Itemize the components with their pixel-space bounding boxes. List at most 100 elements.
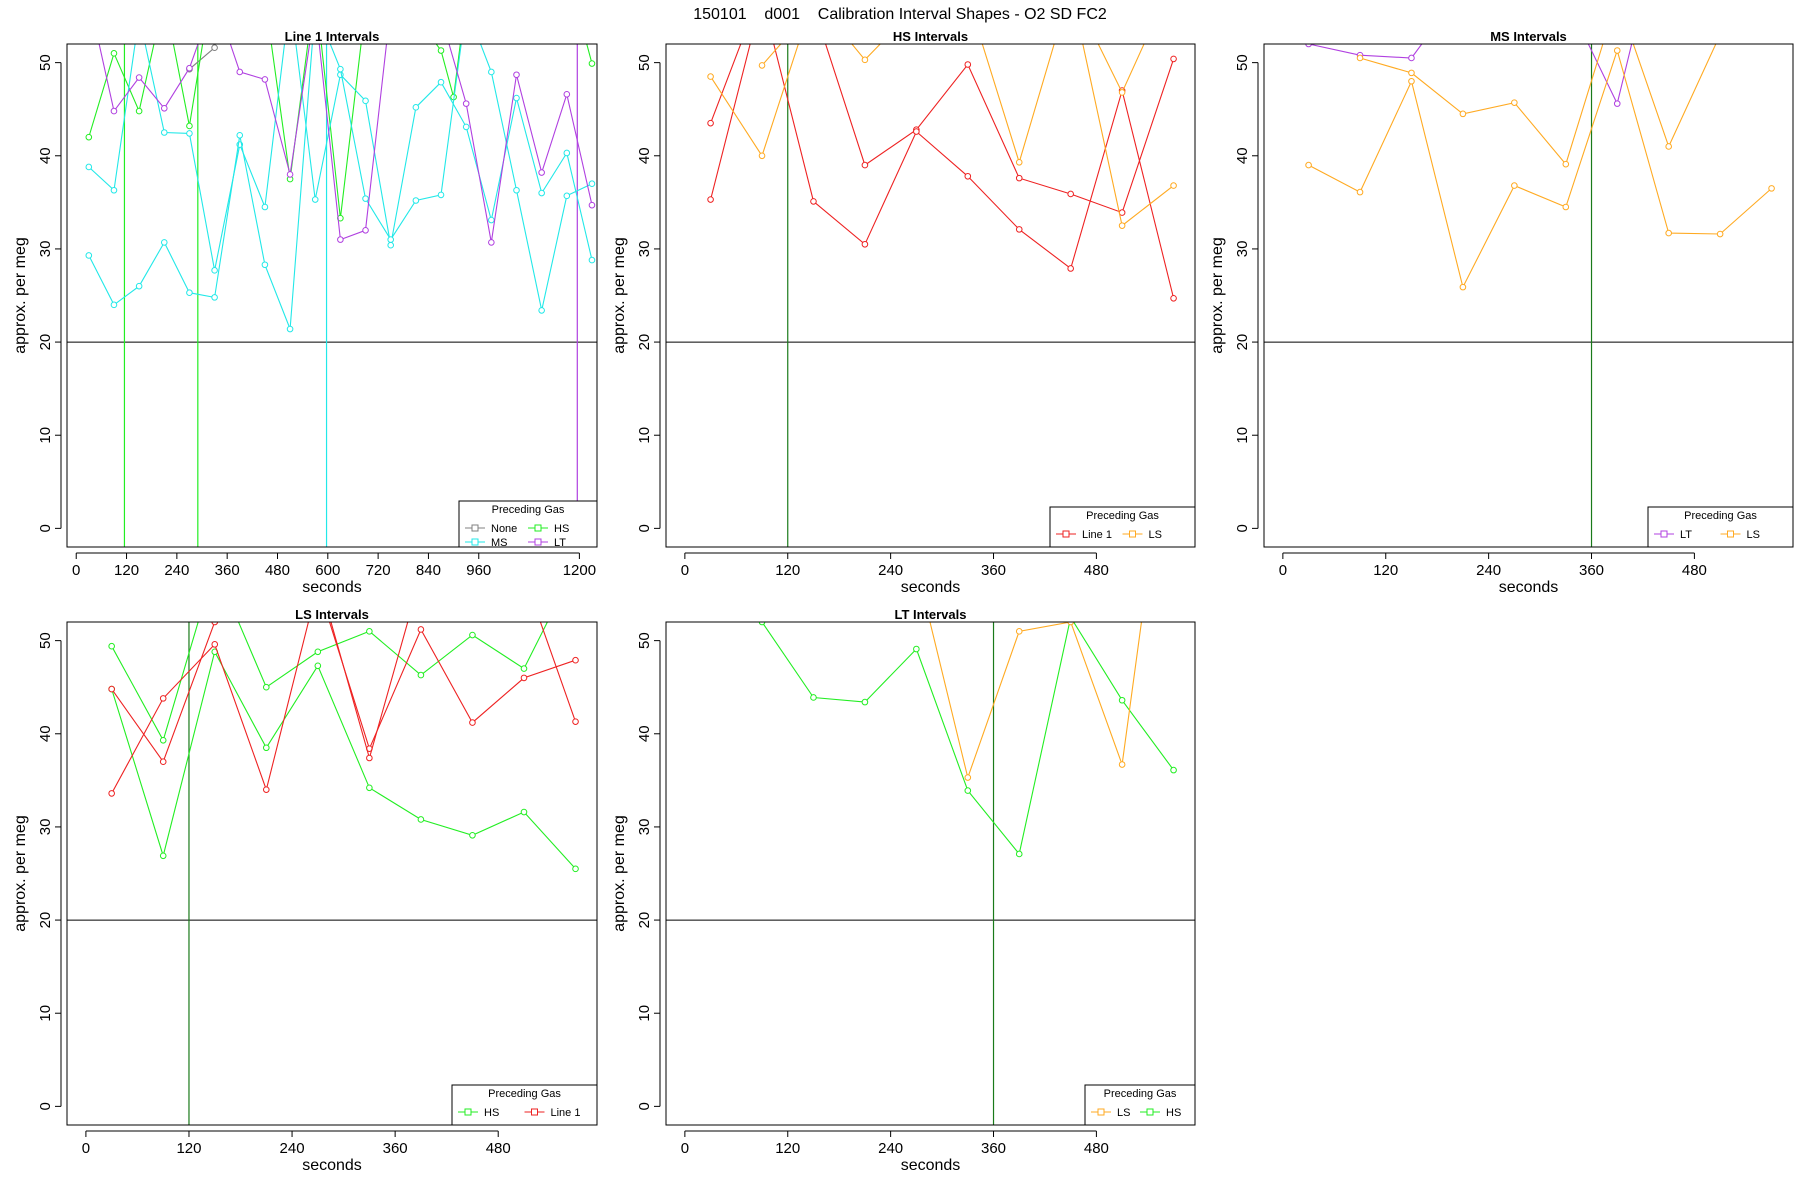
data-point xyxy=(438,13,444,19)
series-line xyxy=(710,44,1175,299)
series-line xyxy=(761,44,1145,94)
data-point xyxy=(110,107,118,115)
legend-label: LT xyxy=(1680,529,1692,541)
data-point xyxy=(286,171,294,178)
series-line xyxy=(710,44,1175,214)
y-tick-label: 10 xyxy=(636,1005,653,1022)
x-tick-label: 600 xyxy=(315,562,340,579)
x-tick-label: 0 xyxy=(681,1140,689,1157)
y-tick-label: 0 xyxy=(636,524,653,532)
plot-frame xyxy=(66,43,598,548)
data-point xyxy=(1118,761,1126,768)
legend-swatch-marker xyxy=(531,1108,538,1116)
data-point xyxy=(914,563,920,569)
data-point xyxy=(362,226,369,234)
legend-box xyxy=(1049,506,1196,548)
panel-title: LS Intervals xyxy=(295,607,369,622)
data-point xyxy=(539,13,545,19)
data-point xyxy=(362,97,369,105)
y-tick-label: 0 xyxy=(636,1102,653,1110)
legend-entry: LS xyxy=(1720,529,1760,541)
series-lt xyxy=(1305,44,1633,107)
legend-title: Preceding Gas xyxy=(1104,1088,1177,1100)
y-tick-label: 50 xyxy=(636,632,653,649)
legend-entry: None xyxy=(465,523,517,535)
data-point xyxy=(108,642,115,650)
legend-title: Preceding Gas xyxy=(492,504,565,516)
series-line xyxy=(710,44,1174,227)
data-point xyxy=(363,4,369,10)
data-point xyxy=(160,129,168,136)
plot-frame xyxy=(665,43,1196,548)
data-point xyxy=(1562,160,1570,168)
data-point xyxy=(861,56,869,64)
data-point xyxy=(758,62,766,69)
data-point xyxy=(861,161,869,169)
data-point xyxy=(563,192,571,200)
x-tick-label: 120 xyxy=(775,562,800,579)
data-point xyxy=(469,832,476,839)
panel-4: LS Intervals 0 120 240 360 480 seconds 0 10 20 30 4… xyxy=(12,607,598,1174)
panel-title: HS Intervals xyxy=(893,29,968,44)
legend-swatch-marker xyxy=(1727,530,1734,538)
y-tick-label: 10 xyxy=(37,427,54,444)
data-point xyxy=(135,107,143,115)
y-tick-label: 0 xyxy=(1234,524,1251,532)
legend-title: Preceding Gas xyxy=(1086,510,1159,522)
legend-label: HS xyxy=(554,523,569,535)
data-point xyxy=(1015,226,1023,233)
plot-area xyxy=(67,4,597,547)
data-point xyxy=(417,671,425,679)
data-point xyxy=(314,648,322,656)
legend-swatch-marker xyxy=(1660,530,1668,538)
data-point xyxy=(110,186,118,194)
legend: Preceding Gas LT LS xyxy=(1647,506,1794,548)
data-point xyxy=(1145,573,1151,579)
data-point xyxy=(913,645,920,653)
series-hs xyxy=(758,622,1177,858)
data-point xyxy=(412,104,420,111)
x-tick-label: 0 xyxy=(72,562,80,579)
data-point xyxy=(964,61,972,68)
legend-entry: LS xyxy=(1122,529,1162,541)
x-tick-label: 360 xyxy=(981,562,1006,579)
data-point xyxy=(1408,69,1415,77)
data-point xyxy=(488,68,495,76)
data-point xyxy=(286,325,294,333)
x-axis-label: seconds xyxy=(901,579,961,596)
series-line-1 xyxy=(108,622,579,766)
data-point xyxy=(861,240,869,248)
data-point xyxy=(135,74,143,81)
series-ls xyxy=(758,44,1145,96)
data-point xyxy=(1356,54,1364,62)
x-tick-label: 480 xyxy=(486,1140,511,1157)
data-point xyxy=(159,852,167,860)
legend-box xyxy=(458,500,598,548)
x-tick-label: 120 xyxy=(1373,562,1398,579)
series-hs xyxy=(85,4,596,222)
data-point xyxy=(437,191,445,199)
data-point xyxy=(758,152,766,160)
data-point xyxy=(572,718,579,725)
x-tick-label: 480 xyxy=(265,562,290,579)
data-point xyxy=(108,685,115,693)
plot-frame xyxy=(1263,43,1794,548)
x-tick-label: 240 xyxy=(280,1140,305,1157)
data-point xyxy=(810,694,817,701)
series-ms xyxy=(85,44,596,333)
legend-entry: LT xyxy=(528,537,566,549)
panel-2: HS Intervals 0 120 240 360 480 seconds 0 10 20 30 4… xyxy=(611,29,1196,596)
data-point xyxy=(572,865,579,873)
x-tick-label: 120 xyxy=(176,1140,201,1157)
data-point xyxy=(160,239,168,246)
legend-swatch-marker xyxy=(471,538,479,546)
data-point xyxy=(437,78,445,86)
data-point xyxy=(366,784,373,792)
data-point xyxy=(520,808,528,816)
data-point xyxy=(160,104,168,112)
x-tick-label: 840 xyxy=(416,562,441,579)
series-line xyxy=(111,622,577,763)
data-point xyxy=(520,674,528,682)
series-line xyxy=(1308,44,1633,106)
data-point xyxy=(417,816,425,823)
